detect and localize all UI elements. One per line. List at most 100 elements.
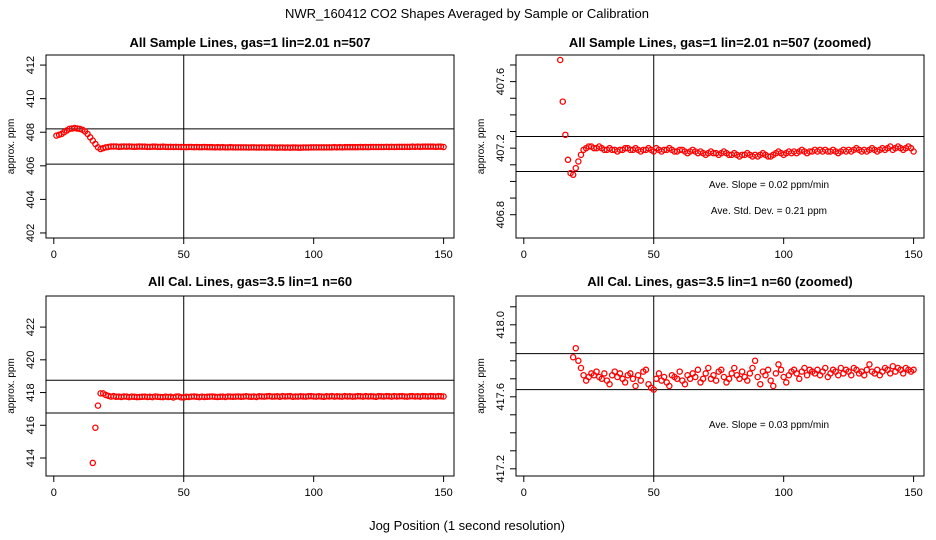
data-point <box>866 361 873 368</box>
y-tick-label: 402 <box>25 224 37 242</box>
data-point <box>694 366 702 374</box>
x-tick-label: 150 <box>904 249 922 261</box>
data-point <box>777 366 785 374</box>
y-tick-label: 404 <box>25 190 37 208</box>
x-tick-label: 100 <box>774 487 792 499</box>
plot-frame <box>515 54 925 239</box>
data-point <box>676 368 683 375</box>
data-point <box>440 393 447 400</box>
data-point <box>653 375 660 383</box>
y-tick-label: 407.6 <box>495 68 507 96</box>
data-point <box>92 424 99 431</box>
data-point <box>627 370 634 377</box>
data-point <box>702 370 709 377</box>
y-tick-label: 422 <box>25 318 37 336</box>
x-tick-label: 0 <box>521 249 527 261</box>
x-tick-label: 50 <box>648 249 660 261</box>
data-point <box>616 370 624 377</box>
data-point <box>910 366 917 374</box>
chart-panel-p2: All Sample Lines, gas=1 lin=2.01 n=507 (… <box>476 35 925 261</box>
x-tick-label: 0 <box>521 487 527 499</box>
y-axis-label: approx. ppm <box>476 119 487 175</box>
data-point <box>637 377 644 384</box>
data-point <box>728 370 735 377</box>
data-point <box>575 357 582 365</box>
x-tick-label: 100 <box>774 249 792 261</box>
y-axis-label: approx. ppm <box>6 119 17 175</box>
x-tick-label: 150 <box>904 487 922 499</box>
x-tick-label: 150 <box>434 249 452 261</box>
data-point <box>710 371 717 379</box>
data-point <box>783 379 790 386</box>
data-point <box>577 151 585 159</box>
x-tick-label: 100 <box>304 249 322 261</box>
data-point <box>718 366 725 374</box>
x-tick-label: 50 <box>178 249 190 261</box>
y-axis-label: approx. ppm <box>6 358 17 414</box>
data-point <box>803 371 811 379</box>
data-point <box>572 344 580 352</box>
data-point <box>731 364 738 372</box>
data-point <box>660 373 668 381</box>
data-point <box>720 373 728 381</box>
data-point <box>666 382 673 390</box>
data-point <box>770 382 777 390</box>
data-point <box>650 386 657 393</box>
chart-panel-p4: All Cal. Lines, gas=3.5 lin=1 n=60 (zoom… <box>476 274 925 499</box>
data-point <box>699 375 707 383</box>
data-point <box>569 353 577 361</box>
data-point <box>863 366 871 374</box>
data-point <box>562 131 569 139</box>
x-tick-label: 0 <box>51 487 57 499</box>
chart-title: All Cal. Lines, gas=3.5 lin=1 n=60 (zoom… <box>587 274 853 289</box>
data-point <box>764 366 772 374</box>
data-point <box>772 370 780 377</box>
data-point <box>847 371 855 379</box>
data-point <box>575 158 582 165</box>
data-point <box>705 364 712 372</box>
data-point <box>556 56 564 64</box>
data-point <box>577 364 585 372</box>
y-tick-label: 417.6 <box>495 383 507 411</box>
data-point <box>767 377 774 384</box>
chart-panel-p1: All Sample Lines, gas=1 lin=2.01 n=507 0 5… <box>6 35 455 261</box>
data-point <box>899 370 907 377</box>
data-point <box>440 143 447 151</box>
data-point <box>725 375 733 383</box>
x-tick-label: 100 <box>304 487 322 499</box>
chart-title: All Sample Lines, gas=1 lin=2.01 n=507 <box>130 35 371 50</box>
y-tick-label: 420 <box>25 351 37 369</box>
data-point <box>692 373 699 381</box>
data-point <box>749 364 756 372</box>
data-point <box>738 368 746 375</box>
data-point <box>559 98 567 105</box>
data-point <box>94 402 102 409</box>
y-tick-label: 406.8 <box>495 201 507 229</box>
data-point <box>569 171 577 179</box>
data-point <box>572 164 580 172</box>
y-tick-label: 418 <box>25 383 37 401</box>
x-tick-label: 150 <box>434 487 452 499</box>
data-point <box>837 364 845 372</box>
y-tick-label: 407.2 <box>495 134 507 162</box>
figure-title: NWR_160412 CO2 Shapes Averaged by Sample… <box>285 6 649 21</box>
y-tick-label: 416 <box>25 416 37 434</box>
y-tick-label: 410 <box>25 89 37 107</box>
data-point <box>634 371 642 379</box>
data-point <box>437 393 445 400</box>
plot-frame <box>45 54 455 239</box>
x-tick-label: 50 <box>178 487 190 499</box>
data-point <box>642 366 650 374</box>
data-point <box>655 370 663 377</box>
data-point <box>681 380 689 388</box>
plot-frame <box>45 295 455 477</box>
data-point <box>746 370 754 377</box>
y-tick-label: 412 <box>25 56 37 74</box>
data-point <box>796 375 803 383</box>
data-point <box>89 459 97 467</box>
chart-title: All Cal. Lines, gas=3.5 lin=1 n=60 <box>148 274 352 289</box>
data-point <box>860 371 868 379</box>
data-point <box>564 156 572 164</box>
y-tick-label: 417.2 <box>495 455 507 483</box>
